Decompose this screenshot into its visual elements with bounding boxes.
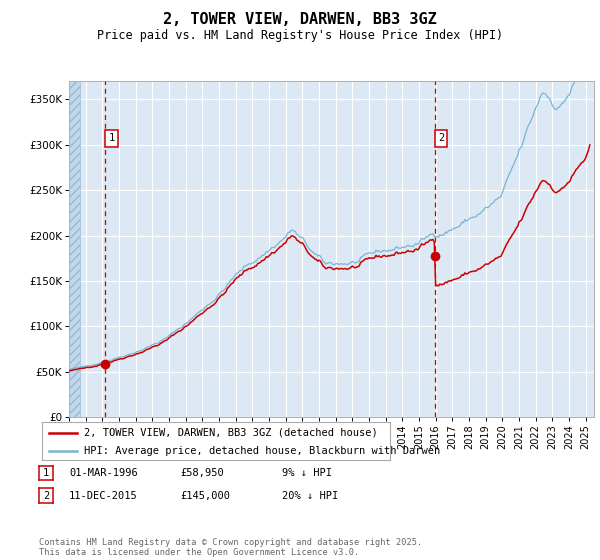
Text: 2: 2: [438, 133, 444, 143]
Text: £145,000: £145,000: [180, 491, 230, 501]
Text: 20% ↓ HPI: 20% ↓ HPI: [282, 491, 338, 501]
Text: 1: 1: [108, 133, 115, 143]
Text: 11-DEC-2015: 11-DEC-2015: [69, 491, 138, 501]
Text: £58,950: £58,950: [180, 468, 224, 478]
Text: 01-MAR-1996: 01-MAR-1996: [69, 468, 138, 478]
Bar: [69, 81, 80, 417]
Text: Price paid vs. HM Land Registry's House Price Index (HPI): Price paid vs. HM Land Registry's House …: [97, 29, 503, 42]
Text: 2, TOWER VIEW, DARWEN, BB3 3GZ: 2, TOWER VIEW, DARWEN, BB3 3GZ: [163, 12, 437, 27]
Text: HPI: Average price, detached house, Blackburn with Darwen: HPI: Average price, detached house, Blac…: [84, 446, 440, 456]
Text: 9% ↓ HPI: 9% ↓ HPI: [282, 468, 332, 478]
Text: 1: 1: [43, 468, 49, 478]
Text: 2, TOWER VIEW, DARWEN, BB3 3GZ (detached house): 2, TOWER VIEW, DARWEN, BB3 3GZ (detached…: [84, 427, 377, 437]
Text: Contains HM Land Registry data © Crown copyright and database right 2025.
This d: Contains HM Land Registry data © Crown c…: [39, 538, 422, 557]
Text: 2: 2: [43, 491, 49, 501]
